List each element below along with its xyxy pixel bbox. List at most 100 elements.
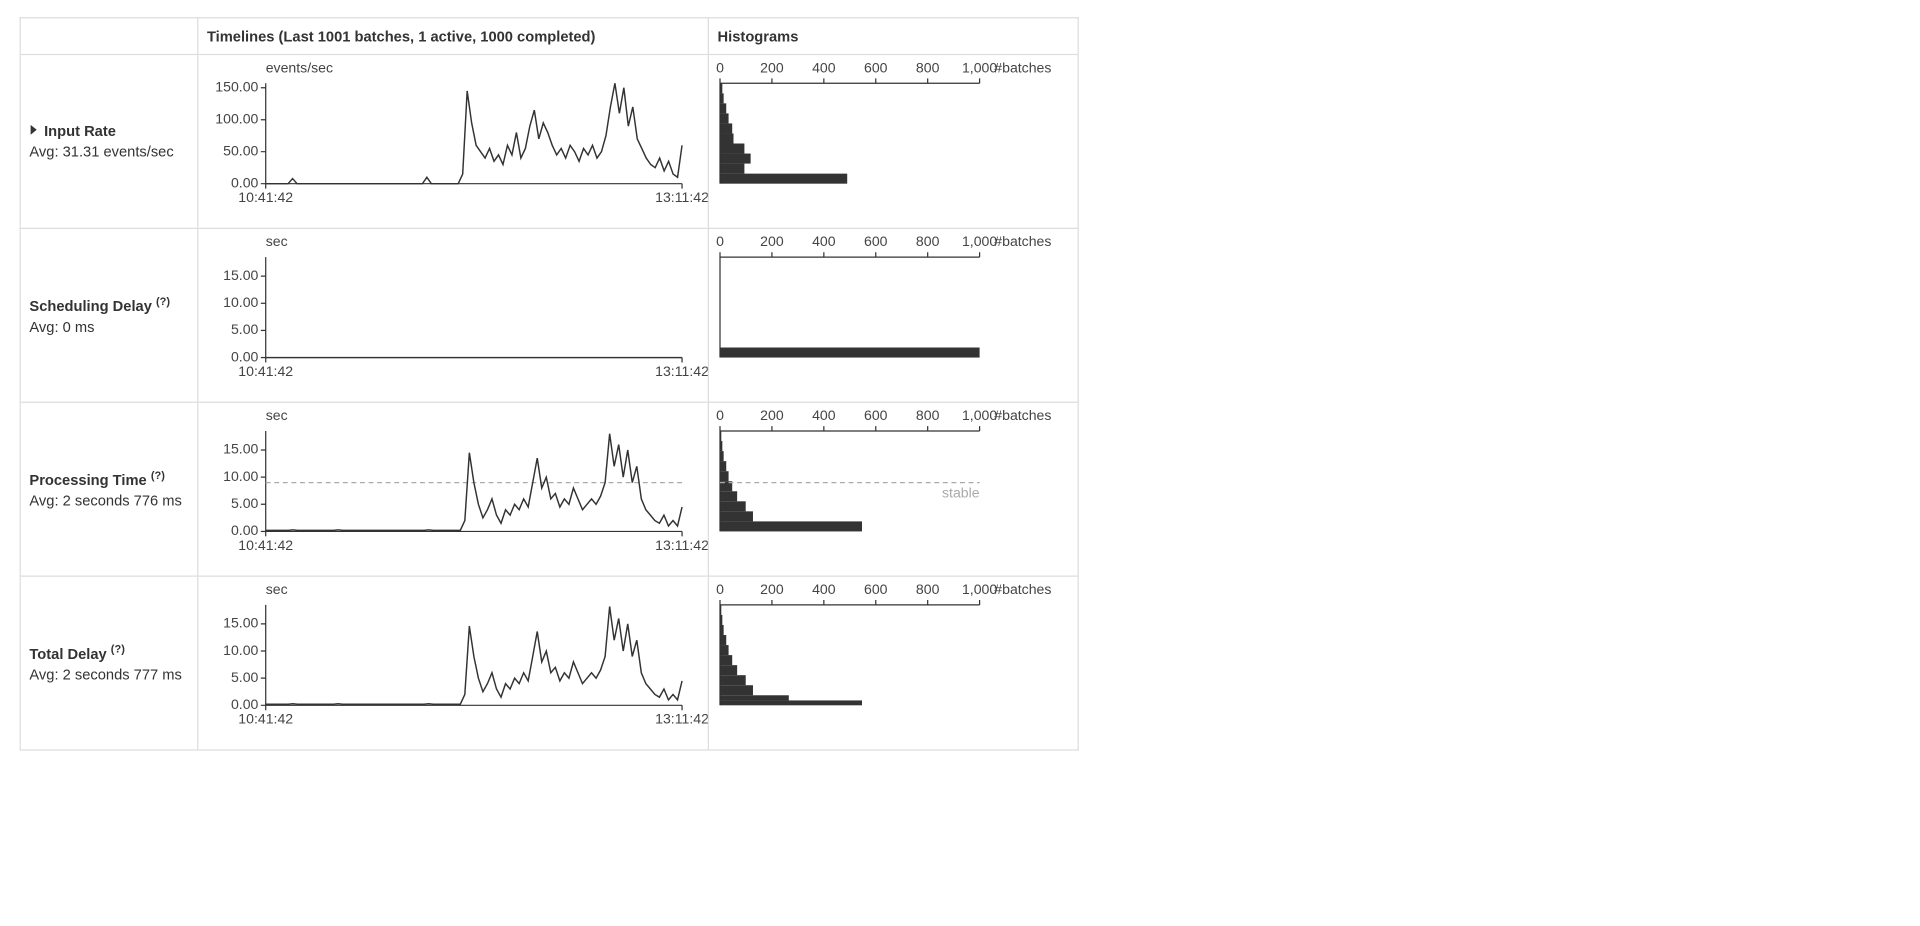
histogram-cell: 0 200 400 600 800 1,000 #batches (707, 575, 1079, 751)
x-tick-label: 400 (812, 59, 836, 75)
metric-avg: Avg: 2 seconds 776 ms (29, 492, 182, 510)
help-icon[interactable]: (?) (150, 468, 165, 482)
x-tick-label: 800 (916, 581, 940, 597)
timeline-cell: events/sec 0.00 50.00 100.00 150.00 10:41:42 1… (197, 53, 709, 229)
metric-title: Total Delay (29, 645, 107, 663)
metric-cell: Scheduling Delay (?) Avg: 0 ms (19, 227, 199, 403)
help-icon[interactable]: (?) (110, 642, 125, 656)
histogram-chart: 0 200 400 600 800 1,000#batches (716, 59, 1051, 184)
histogram-chart: 0 200 400 600 800 1,000#batches (716, 581, 1051, 706)
histogram-bar (720, 431, 722, 442)
y-tick-label: 0.00 (231, 174, 259, 190)
histogram-bar (720, 93, 724, 104)
x-tick-label: 800 (916, 233, 940, 249)
metric-name: Processing Time (?) (29, 469, 197, 489)
y-tick-label: 5.00 (231, 669, 259, 685)
metric-cell: Processing Time (?) Avg: 2 seconds 776 ms (19, 401, 199, 577)
x-tick-label: 400 (812, 407, 836, 423)
histogram-bar (720, 451, 724, 462)
histogram-bar (720, 461, 727, 472)
metric-row: Total Delay (?) Avg: 2 seconds 777 ms sec 0… (19, 575, 1079, 751)
histogram-bar (720, 103, 727, 114)
x-axis-label: #batches (994, 233, 1051, 249)
y-tick-label: 10.00 (223, 468, 258, 484)
y-tick-label: 10.00 (223, 294, 258, 310)
x-tick-label: 400 (812, 233, 836, 249)
metric-name: Total Delay (?) (29, 643, 197, 663)
x-tick-label: 10:41:42 (238, 363, 293, 379)
y-axis-label: sec (266, 233, 288, 249)
x-tick-label: 600 (864, 59, 888, 75)
x-tick-label: 200 (760, 233, 784, 249)
x-axis-label: #batches (994, 59, 1051, 75)
timeline-line (265, 83, 683, 185)
histogram-bar (720, 83, 723, 94)
timeline-line (265, 606, 683, 705)
x-tick-label: 200 (760, 59, 784, 75)
header-timelines: Timelines (Last 1001 batches, 1 active, … (197, 17, 709, 56)
x-tick-label: 0 (716, 233, 724, 249)
y-tick-label: 0.00 (231, 696, 259, 712)
expand-icon[interactable] (29, 124, 39, 136)
histogram-bar (720, 511, 753, 522)
x-tick-label: 1,000 (962, 407, 997, 423)
histogram-bar (720, 441, 723, 452)
histogram-bar (720, 665, 738, 676)
metric-name: Scheduling Delay (?) (29, 295, 197, 315)
metric-title[interactable]: Input Rate (44, 122, 116, 140)
histogram-bar (720, 645, 729, 656)
histogram-bar (720, 604, 722, 615)
x-axis-label: #batches (994, 407, 1051, 423)
histogram-bar (720, 163, 745, 174)
x-tick-label: 10:41:42 (238, 711, 293, 727)
help-icon[interactable]: (?) (155, 295, 171, 308)
x-tick-label: 13:11:42 (655, 711, 708, 727)
timeline-chart: sec 0.00 5.00 10.00 15.00 10:41:42 13:11:42 (223, 581, 708, 727)
x-tick-label: 200 (760, 581, 784, 597)
metric-cell: Total Delay (?) Avg: 2 seconds 777 ms (19, 575, 199, 751)
timeline-cell: sec 0.00 5.00 10.00 15.00 10:41:42 13:11:42 (197, 575, 709, 751)
x-tick-label: 600 (864, 581, 888, 597)
metric-name: Input Rate (29, 122, 197, 140)
x-axis-label: #batches (994, 581, 1051, 597)
metric-avg: Avg: 2 seconds 777 ms (29, 666, 182, 684)
stable-label: stable (942, 484, 980, 500)
histogram-bar (720, 347, 980, 358)
y-tick-label: 5.00 (231, 495, 259, 511)
histogram-bar (720, 635, 727, 646)
histogram-cell: 0 200 400 600 800 1,000 #batches (707, 227, 1079, 403)
x-tick-label: 10:41:42 (238, 189, 293, 205)
histogram-bar (720, 471, 729, 482)
x-tick-label: 800 (916, 59, 940, 75)
histogram-bar (720, 655, 733, 666)
timeline-chart: sec 0.00 5.00 10.00 15.00 10:41:42 13:11:42 (223, 233, 708, 379)
y-tick-label: 15.00 (223, 267, 258, 283)
timeline-cell: sec 0.00 5.00 10.00 15.00 10:41:42 13:11:42 (197, 401, 709, 577)
timeline-chart: events/sec 0.00 50.00 100.00 150.00 10:41:42 1… (215, 59, 708, 205)
histogram-bar (720, 113, 729, 124)
x-tick-label: 600 (864, 407, 888, 423)
timeline-chart: sec 0.00 5.00 10.00 15.00 10:41:42 13:11:42 (223, 407, 708, 553)
x-tick-label: 13:11:42 (655, 189, 708, 205)
histogram-bar (720, 123, 733, 134)
histogram-bar (720, 501, 746, 512)
x-tick-label: 600 (864, 233, 888, 249)
x-tick-label: 13:11:42 (655, 537, 708, 553)
histogram-bar (720, 481, 733, 492)
x-tick-label: 200 (760, 407, 784, 423)
metric-title: Processing Time (29, 471, 147, 489)
x-tick-label: 400 (812, 581, 836, 597)
x-tick-label: 800 (916, 407, 940, 423)
histogram-chart: 0 200 400 600 800 1,000#batches stable (716, 407, 1051, 532)
histogram-bar (720, 675, 746, 686)
y-axis-label: sec (266, 407, 288, 423)
metric-row: Input Rate Avg: 31.31 events/sec events/se… (19, 53, 1079, 229)
histogram-bar (720, 685, 753, 696)
histogram-bar (720, 700, 863, 706)
header-empty (19, 17, 199, 56)
metric-row: Scheduling Delay (?) Avg: 0 ms sec 0.00 5.00… (19, 227, 1079, 403)
expand-triangle (30, 124, 37, 135)
histogram-bar (720, 695, 789, 701)
y-tick-label: 0.00 (231, 522, 259, 538)
